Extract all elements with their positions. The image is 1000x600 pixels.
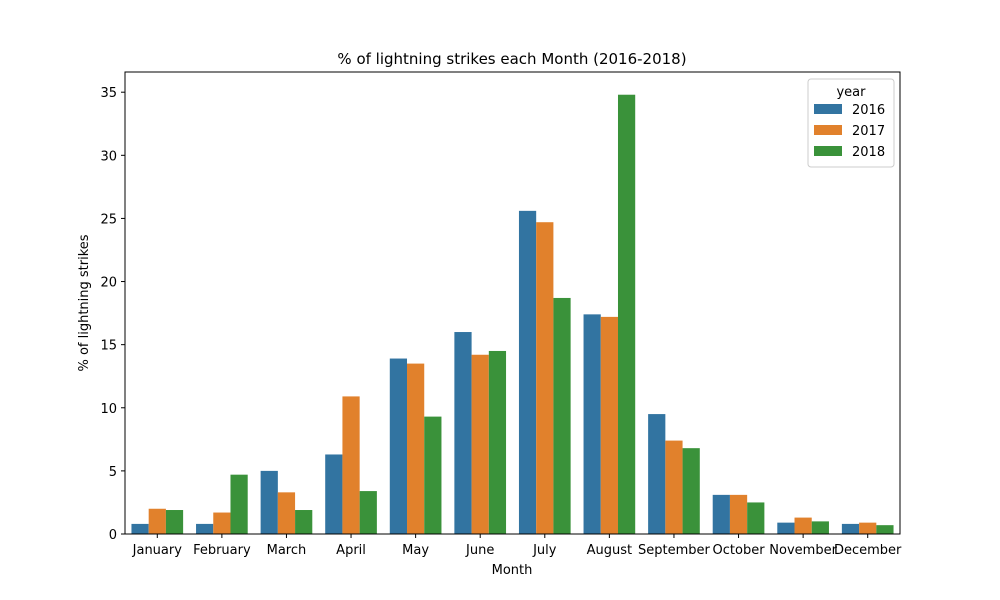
bar-2018-january — [165, 510, 184, 534]
y-axis-ticks: 0 5 10 15 20 25 30 35 — [100, 86, 125, 543]
legend-title: year — [836, 85, 866, 100]
y-tick-label: 20 — [100, 276, 117, 291]
y-tick-label: 25 — [100, 212, 117, 227]
plot-frame — [124, 71, 901, 535]
bar-2017-march — [277, 492, 296, 534]
legend-box — [807, 78, 895, 168]
x-tick-label: June — [465, 543, 494, 558]
bar-2018-february — [230, 474, 248, 534]
bar-2017-may — [407, 363, 425, 534]
bar-2016-january — [131, 523, 149, 534]
bar-2016-august — [583, 314, 601, 534]
legend-swatch-2017 — [814, 125, 842, 135]
bar-2016-december — [841, 523, 860, 534]
bar-2018-april — [359, 491, 377, 534]
legend-label-2016: 2016 — [852, 103, 885, 118]
x-tick-label: July — [532, 543, 557, 558]
bar-2016-november — [777, 522, 795, 534]
bar-2018-november — [811, 521, 829, 534]
bars — [131, 94, 894, 534]
legend: year 2016 2017 2018 — [807, 78, 895, 168]
y-tick-label: 30 — [100, 149, 117, 164]
x-tick-label: March — [267, 543, 307, 558]
y-axis-label: % of lightning strikes — [77, 234, 92, 371]
bar-2017-april — [342, 396, 360, 534]
bar-2017-october — [729, 494, 748, 534]
legend-swatch-2016 — [814, 104, 842, 114]
x-tick-label: May — [402, 543, 429, 558]
x-tick-label: December — [834, 543, 902, 558]
bar-2016-july — [518, 210, 537, 534]
bar-2017-december — [859, 522, 877, 534]
bar-2017-september — [665, 440, 683, 534]
x-tick-label: February — [193, 543, 251, 558]
bar-2016-september — [648, 414, 666, 534]
bar-2016-april — [325, 454, 343, 534]
y-tick-label: 0 — [109, 528, 117, 543]
x-tick-label: April — [336, 543, 366, 558]
bar-2018-june — [488, 350, 507, 534]
y-tick-label: 15 — [100, 339, 117, 354]
bar-2017-february — [213, 512, 231, 534]
chart-title: % of lightning strikes each Month (2016-… — [337, 50, 686, 68]
bar-2018-march — [295, 510, 313, 534]
legend-swatch-2018 — [814, 146, 842, 156]
x-tick-label: August — [587, 543, 633, 558]
bar-2018-july — [553, 297, 571, 534]
x-tick-label: September — [638, 543, 711, 558]
bar-2016-june — [454, 332, 472, 534]
bar-2016-may — [389, 358, 408, 534]
bar-2017-august — [600, 316, 618, 534]
bar-2017-november — [794, 517, 812, 534]
bar-2017-june — [471, 354, 489, 534]
bar-2016-march — [260, 470, 278, 534]
bar-2017-january — [148, 508, 166, 534]
x-tick-label: January — [132, 543, 183, 558]
x-axis-ticks: January February March April May June July Augu… — [132, 534, 902, 558]
y-tick-label: 5 — [109, 465, 117, 480]
bar-2018-december — [876, 525, 894, 534]
x-tick-label: November — [769, 543, 837, 558]
legend-label-2017: 2017 — [852, 124, 885, 139]
y-tick-label: 35 — [100, 86, 117, 101]
x-tick-label: October — [713, 543, 766, 558]
bar-2016-february — [196, 523, 214, 534]
bar-2018-may — [424, 416, 442, 534]
x-axis-label: Month — [492, 563, 533, 578]
bar-2018-october — [747, 502, 765, 534]
bar-2017-july — [536, 222, 554, 534]
bar-2018-august — [617, 94, 636, 534]
y-tick-label: 10 — [100, 402, 117, 417]
bar-2016-october — [712, 494, 730, 534]
legend-label-2018: 2018 — [852, 145, 885, 160]
bar-2018-september — [682, 448, 700, 534]
